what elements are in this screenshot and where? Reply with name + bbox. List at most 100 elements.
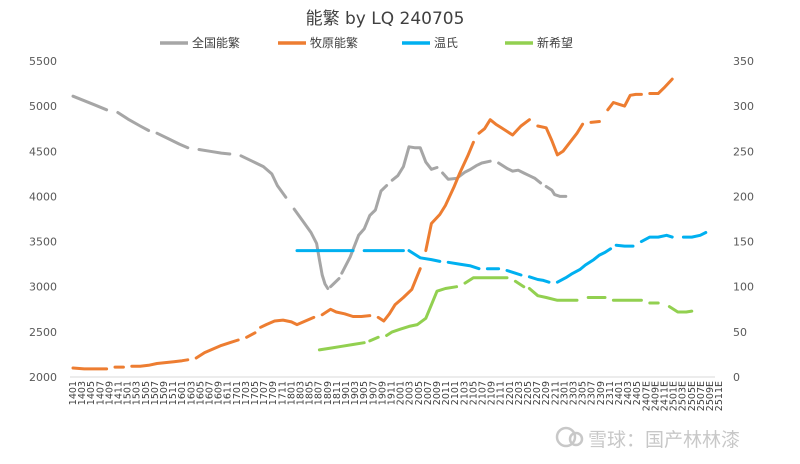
y-left-tick-label: 5000 — [29, 100, 57, 113]
series-segment — [667, 305, 694, 314]
x-tick-label: 2107 — [478, 381, 489, 405]
x-tick-label: 1707 — [259, 381, 270, 405]
y-right-tick-label: 300 — [733, 100, 754, 113]
x-tick-label: 1603 — [186, 381, 197, 405]
x-tick-label: 2111 — [496, 381, 507, 405]
series-segment — [340, 184, 389, 275]
series-segment — [681, 231, 708, 239]
x-tick-label: 1911 — [387, 381, 398, 405]
series-segment — [497, 161, 543, 185]
series-segment — [292, 207, 330, 290]
x-tick-label: 2101 — [450, 381, 461, 405]
series-segment — [239, 154, 288, 199]
x-tick-label: 2405 — [632, 381, 643, 405]
legend: 全国能繁 牧原能繁 温氏 新希望 — [160, 35, 573, 50]
x-tick-label: 1601 — [177, 381, 188, 405]
series-layer — [71, 77, 708, 371]
series-segment — [513, 279, 526, 289]
x-tick-label: 1409 — [104, 381, 115, 405]
x-tick-label: 1705 — [250, 381, 261, 405]
x-tick-label: 2205 — [523, 381, 534, 405]
x-tick-label: 1407 — [95, 381, 106, 405]
series-segment — [527, 275, 551, 284]
x-tick-label: 1905 — [359, 381, 370, 405]
x-tick-label: 1501 — [123, 381, 134, 405]
series-segment — [424, 140, 475, 253]
x-tick-label: 2311 — [605, 381, 616, 405]
series-segment — [376, 267, 422, 323]
x-tick-label: 2109 — [487, 381, 498, 405]
y-left-tick-label: 3000 — [29, 281, 57, 294]
x-tick-label: 2301 — [559, 381, 570, 405]
x-tick-label: 1405 — [86, 381, 97, 405]
y-right-tick-label: 200 — [733, 190, 754, 203]
series-segment — [71, 94, 109, 112]
x-tick-label: 2511E — [714, 381, 725, 411]
series-segment — [197, 148, 232, 156]
x-tick-label: 1809 — [323, 381, 334, 405]
x-tick-label: 2401 — [614, 381, 625, 405]
series-segment — [130, 358, 190, 368]
x-tick-label: 1703 — [241, 381, 252, 405]
series-line — [71, 94, 568, 290]
x-tick-label: 2005 — [414, 381, 425, 405]
x-tick-label: 2409E — [650, 381, 661, 411]
y-right-tick-label: 100 — [733, 281, 754, 294]
legend-label: 牧原能繁 — [310, 35, 358, 50]
y-right-tick-label: 350 — [733, 55, 754, 68]
x-tick-label: 2011 — [441, 381, 452, 405]
x-tick-label: 2209 — [541, 381, 552, 405]
x-tick-label: 2501E — [669, 381, 680, 411]
x-tick-label: 1709 — [268, 381, 279, 405]
series-segment — [245, 331, 257, 339]
series-segment — [194, 338, 240, 360]
series-segment — [116, 111, 151, 132]
x-tick-label: 2507E — [696, 381, 707, 411]
x-tick-label: 2505E — [687, 381, 698, 411]
series-segment — [639, 233, 674, 244]
x-tick-label: 1511 — [168, 381, 179, 405]
y-left-tick-label: 4000 — [29, 190, 57, 203]
series-segment — [71, 366, 109, 371]
x-tick-label: 1701 — [232, 381, 243, 405]
snowball-logo-icon — [555, 426, 584, 448]
x-tick-label: 2303 — [569, 381, 580, 405]
x-tick-label: 2403 — [623, 381, 634, 405]
legend-label: 温氏 — [434, 36, 458, 50]
x-tick-label: 2009 — [432, 381, 443, 405]
series-segment — [614, 243, 635, 248]
x-tick-label: 1711 — [277, 381, 288, 405]
series-segment — [385, 285, 459, 337]
x-tick-label: 1503 — [132, 381, 143, 405]
x-tick-label: 1605 — [195, 381, 206, 405]
x-tick-label: 1401 — [68, 381, 79, 405]
series-segment — [446, 260, 481, 271]
series-segment — [536, 122, 585, 157]
series-line — [317, 276, 694, 352]
series-segment — [368, 335, 380, 343]
x-tick-label: 1907 — [368, 381, 379, 405]
x-tick-label: 2307 — [587, 381, 598, 405]
y-right-tick-label: 150 — [733, 236, 754, 249]
x-tick-label: 2001 — [396, 381, 407, 405]
y-left-tick-label: 3500 — [29, 236, 57, 249]
chart-title: 能繁 by LQ 240705 — [306, 9, 465, 29]
x-tick-label: 1509 — [159, 381, 170, 405]
left-axis: 2000 2500 3000 3500 4000 4500 5000 5500 — [29, 55, 57, 384]
x-tick-label: 2309 — [596, 381, 607, 405]
x-tick-label: 1901 — [341, 381, 352, 405]
x-tick-label: 2201 — [505, 381, 516, 405]
x-tick-label: 1505 — [141, 381, 152, 405]
x-tick-label: 2003 — [405, 381, 416, 405]
x-tick-label: 2007 — [423, 381, 434, 405]
series-line — [295, 231, 708, 284]
watermark-text: 雪球：国产林林漆 — [588, 429, 740, 451]
x-tick-label: 2207 — [532, 381, 543, 405]
y-left-tick-label: 2500 — [29, 326, 57, 339]
x-tick-label: 2103 — [459, 381, 470, 405]
y-right-tick-label: 0 — [733, 371, 740, 384]
x-tick-label: 1611 — [223, 381, 234, 405]
series-segment — [441, 159, 492, 181]
series-segment — [320, 307, 372, 318]
x-tick-label: 1801 — [286, 381, 297, 405]
